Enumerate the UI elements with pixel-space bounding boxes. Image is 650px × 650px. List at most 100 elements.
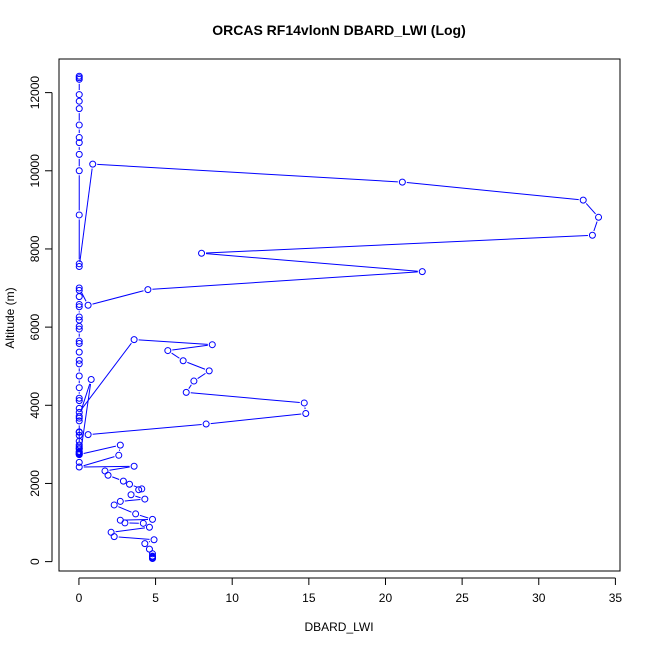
series-line-segment: [210, 413, 302, 425]
data-point: [588, 231, 596, 239]
data-point: [130, 336, 138, 344]
data-point: [110, 533, 118, 541]
series-line-segment: [188, 384, 192, 389]
data-point: [579, 196, 587, 204]
data-point: [75, 404, 83, 412]
x-tick-label: 25: [455, 591, 469, 605]
data-point: [75, 91, 83, 99]
series-line-segment: [206, 234, 588, 254]
data-point: [141, 540, 149, 548]
data-point: [202, 420, 210, 428]
series-line-segment: [118, 536, 150, 540]
series-line-segment: [135, 495, 141, 499]
series-line-segment: [190, 392, 300, 404]
data-point: [75, 372, 83, 380]
chart-title: ORCAS RF14vlonN DBARD_LWI (Log): [212, 22, 466, 38]
data-point: [115, 451, 123, 459]
data-point: [144, 286, 152, 294]
series-line-segment: [171, 352, 180, 359]
y-tick-label: 4000: [28, 392, 42, 419]
data-point: [84, 301, 92, 309]
y-axis: 0 2000 4000 6000 8000 10000 12000: [28, 76, 53, 565]
data-point: [130, 462, 138, 470]
data-point: [121, 519, 129, 527]
data-point: [132, 510, 140, 518]
data-point: [75, 105, 83, 113]
data-point: [75, 445, 83, 453]
series-line-segment: [152, 271, 418, 290]
data-point: [75, 97, 83, 105]
data-point: [149, 550, 156, 558]
data-point: [398, 178, 406, 186]
series-line-segment: [197, 372, 206, 379]
data-point: [89, 160, 97, 168]
data-point: [127, 491, 135, 499]
data-point: [116, 497, 124, 505]
data-point: [87, 375, 95, 383]
plot-frame: [58, 58, 621, 572]
data-point: [75, 412, 83, 420]
series-line-segment: [172, 344, 208, 351]
data-point: [75, 337, 83, 345]
series-line-segment: [83, 456, 115, 467]
data-point: [300, 399, 308, 407]
data-point: [182, 388, 190, 396]
x-tick-label: 15: [302, 591, 316, 605]
x-tick-label: 5: [152, 591, 159, 605]
x-tick-label: 20: [379, 591, 393, 605]
y-tick-label: 8000: [28, 235, 42, 262]
series-line-segment: [406, 182, 579, 201]
data-point: [75, 134, 83, 142]
x-tick-label: 10: [226, 591, 240, 605]
series-line-segment: [97, 163, 398, 183]
y-axis-label: Altitude (m): [3, 287, 17, 348]
data-point: [75, 417, 83, 425]
y-tick-label: 2000: [28, 470, 42, 497]
data-point: [75, 356, 83, 364]
data-point: [75, 313, 83, 321]
data-point: [75, 150, 83, 158]
data-point: [75, 394, 83, 402]
data-point: [110, 501, 118, 509]
data-point: [75, 260, 83, 268]
series-layer: [75, 72, 603, 562]
y-tick-label: 12000: [28, 76, 42, 110]
series-line-segment: [124, 499, 141, 502]
data-point: [141, 495, 149, 503]
x-tick-label: 30: [532, 591, 546, 605]
data-point: [75, 121, 83, 129]
data-point: [138, 485, 146, 493]
data-point: [75, 322, 83, 330]
series-line-segment: [83, 465, 130, 468]
data-point: [75, 360, 83, 368]
data-point: [418, 268, 426, 276]
data-point: [75, 458, 83, 466]
y-tick-label: 0: [28, 558, 42, 565]
x-axis-label: DBARD_LWI: [304, 620, 373, 634]
data-point: [75, 397, 83, 405]
series-line-segment: [585, 203, 596, 215]
data-point: [75, 293, 83, 301]
data-point: [75, 348, 83, 356]
data-point: [139, 519, 147, 527]
data-point: [145, 523, 153, 531]
series-line-segment: [138, 339, 208, 345]
x-tick-label: 35: [609, 591, 623, 605]
data-point: [150, 536, 158, 544]
data-point: [135, 486, 143, 494]
x-axis: 0 5 10 15 20 25 30 35: [76, 577, 623, 605]
data-point: [75, 139, 83, 147]
data-point: [190, 377, 198, 385]
data-point: [75, 340, 83, 348]
series-line-segment: [92, 423, 202, 435]
data-point: [116, 441, 124, 449]
data-point: [75, 414, 83, 422]
data-point: [198, 249, 206, 257]
data-point: [75, 451, 83, 459]
data-point: [75, 263, 83, 271]
data-point: [75, 325, 83, 333]
series-line-segment: [187, 361, 206, 370]
data-point: [75, 300, 83, 308]
